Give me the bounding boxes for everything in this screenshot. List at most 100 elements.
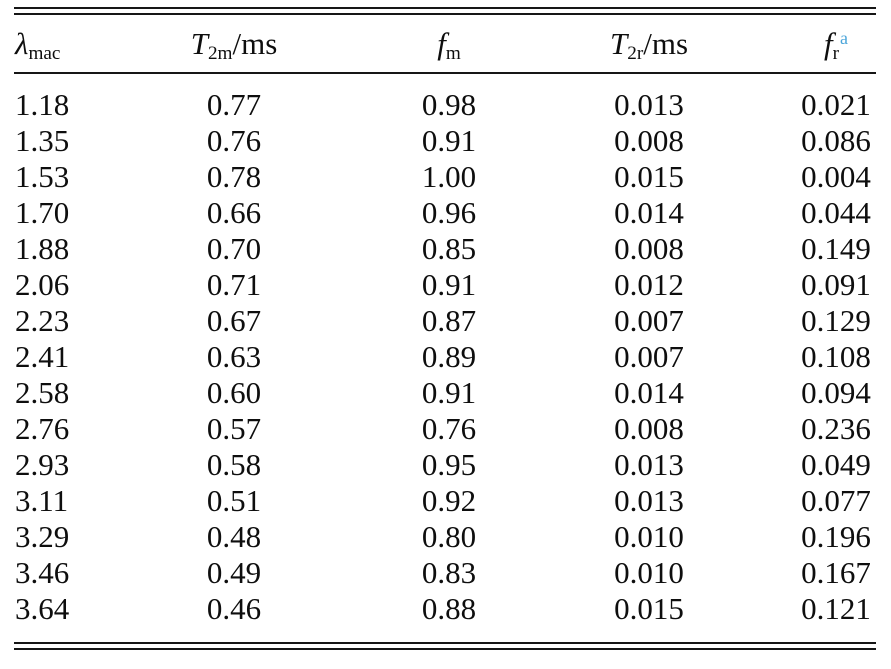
table-cell: 1.00 <box>421 159 477 194</box>
header-subscript: m <box>445 42 461 64</box>
table-cell: 0.80 <box>421 519 477 554</box>
table-cell: 0.91 <box>421 267 477 302</box>
table-cell: 0.76 <box>421 411 477 446</box>
table-cell: 0.004 <box>801 159 871 194</box>
table-cell: 0.049 <box>801 447 871 482</box>
table-row: 1.35 0.76 0.91 0.008 0.086 <box>14 123 876 159</box>
table-cell: 0.98 <box>421 87 477 122</box>
table-cell: 0.149 <box>801 231 871 266</box>
table-top-rule <box>14 7 876 15</box>
table-cell: 0.008 <box>614 411 684 446</box>
table-cell: 2.93 <box>15 447 70 482</box>
table-cell: 2.06 <box>15 267 70 302</box>
table-cell: 0.49 <box>206 555 262 590</box>
table-cell: 0.091 <box>801 267 871 302</box>
table-body: 1.18 0.77 0.98 0.013 0.021 1.35 0.76 0.91 0.008 0… <box>14 73 876 642</box>
table-cell: 1.88 <box>15 231 70 266</box>
column-header-t2m: T2m/ms <box>124 15 344 74</box>
table-cell: 1.18 <box>15 87 70 122</box>
table-cell: 0.121 <box>801 591 871 626</box>
table-cell: 0.91 <box>421 375 477 410</box>
table-sheet: λmac T2m/ms fm T2r/ms fra 1.18 0.77 0.98 0.… <box>14 7 876 650</box>
table-cell: 0.96 <box>421 195 477 230</box>
table-row: 3.46 0.49 0.83 0.010 0.167 <box>14 555 876 591</box>
table-cell: 0.077 <box>801 483 871 518</box>
table-cell: 3.64 <box>15 591 70 626</box>
table-cell: 0.167 <box>801 555 871 590</box>
table-row: 2.76 0.57 0.76 0.008 0.236 <box>14 411 876 447</box>
table-cell: 1.35 <box>15 123 70 158</box>
table-cell: 0.46 <box>206 591 262 626</box>
header-symbol: λ <box>15 25 29 61</box>
header-symbol: T <box>609 25 628 61</box>
table-row: 1.18 0.77 0.98 0.013 0.021 <box>14 73 876 123</box>
table-cell: 0.013 <box>614 483 684 518</box>
table-cell: 0.78 <box>206 159 262 194</box>
table-cell: 0.007 <box>614 339 684 374</box>
column-header-fr: fra <box>744 15 876 74</box>
header-subscript: mac <box>28 42 61 64</box>
table-cell: 0.48 <box>206 519 262 554</box>
table-cell: 0.87 <box>421 303 477 338</box>
table-row: 2.41 0.63 0.89 0.007 0.108 <box>14 339 876 375</box>
table-cell: 0.71 <box>206 267 262 302</box>
header-subscript: 2m <box>207 42 233 64</box>
header-symbol: f <box>437 25 446 61</box>
column-header-lambda-mac: λmac <box>14 15 124 74</box>
table-row: 1.53 0.78 1.00 0.015 0.004 <box>14 159 876 195</box>
table-cell: 0.010 <box>614 555 684 590</box>
table-row: 3.64 0.46 0.88 0.015 0.121 <box>14 591 876 642</box>
header-suffix: /ms <box>643 25 689 61</box>
table-cell: 0.021 <box>801 87 871 122</box>
table-cell: 0.76 <box>206 123 262 158</box>
table-cell: 0.008 <box>614 123 684 158</box>
table-cell: 0.014 <box>614 375 684 410</box>
header-suffix: /ms <box>232 25 278 61</box>
table-row: 3.11 0.51 0.92 0.013 0.077 <box>14 483 876 519</box>
table-row: 3.29 0.48 0.80 0.010 0.196 <box>14 519 876 555</box>
table-cell: 0.236 <box>801 411 871 446</box>
table-cell: 2.41 <box>15 339 70 374</box>
table-cell: 0.67 <box>206 303 262 338</box>
table-cell: 0.66 <box>206 195 262 230</box>
table-cell: 0.88 <box>421 591 477 626</box>
table-cell: 0.83 <box>421 555 477 590</box>
table-row: 2.06 0.71 0.91 0.012 0.091 <box>14 267 876 303</box>
header-symbol: f <box>823 25 833 61</box>
table-row: 1.88 0.70 0.85 0.008 0.149 <box>14 231 876 267</box>
table-cell: 0.58 <box>206 447 262 482</box>
table-cell: 1.53 <box>15 159 70 194</box>
table-row: 2.58 0.60 0.91 0.014 0.094 <box>14 375 876 411</box>
table-cell: 0.60 <box>206 375 262 410</box>
table-cell: 0.51 <box>206 483 262 518</box>
table-cell: 0.015 <box>614 591 684 626</box>
table-cell: 0.010 <box>614 519 684 554</box>
table-cell: 3.46 <box>15 555 70 590</box>
table-cell: 0.014 <box>614 195 684 230</box>
table-cell: 0.91 <box>421 123 477 158</box>
table-cell: 0.95 <box>421 447 477 482</box>
table-cell: 3.29 <box>15 519 70 554</box>
table-cell: 0.012 <box>614 267 684 302</box>
table-cell: 0.013 <box>614 447 684 482</box>
header-row: λmac T2m/ms fm T2r/ms fra <box>14 15 876 74</box>
table-cell: 0.77 <box>206 87 262 122</box>
table-header: λmac T2m/ms fm T2r/ms fra <box>14 15 876 74</box>
header-symbol: T <box>190 25 208 61</box>
table-cell: 0.013 <box>614 87 684 122</box>
header-subscript: 2r <box>627 42 644 64</box>
column-header-t2r: T2r/ms <box>554 15 744 74</box>
table-row: 2.23 0.67 0.87 0.007 0.129 <box>14 303 876 339</box>
table-row: 1.70 0.66 0.96 0.014 0.044 <box>14 195 876 231</box>
table-row: 2.93 0.58 0.95 0.013 0.049 <box>14 447 876 483</box>
table-cell: 0.008 <box>614 231 684 266</box>
table-cell: 0.007 <box>614 303 684 338</box>
table-cell: 2.58 <box>15 375 70 410</box>
table-cell: 0.196 <box>801 519 871 554</box>
table-cell: 0.85 <box>421 231 477 266</box>
table-cell: 0.044 <box>801 195 871 230</box>
header-subscript: r <box>832 42 840 64</box>
table-cell: 0.70 <box>206 231 262 266</box>
table-cell: 0.086 <box>801 123 871 158</box>
table-cell: 0.129 <box>801 303 871 338</box>
